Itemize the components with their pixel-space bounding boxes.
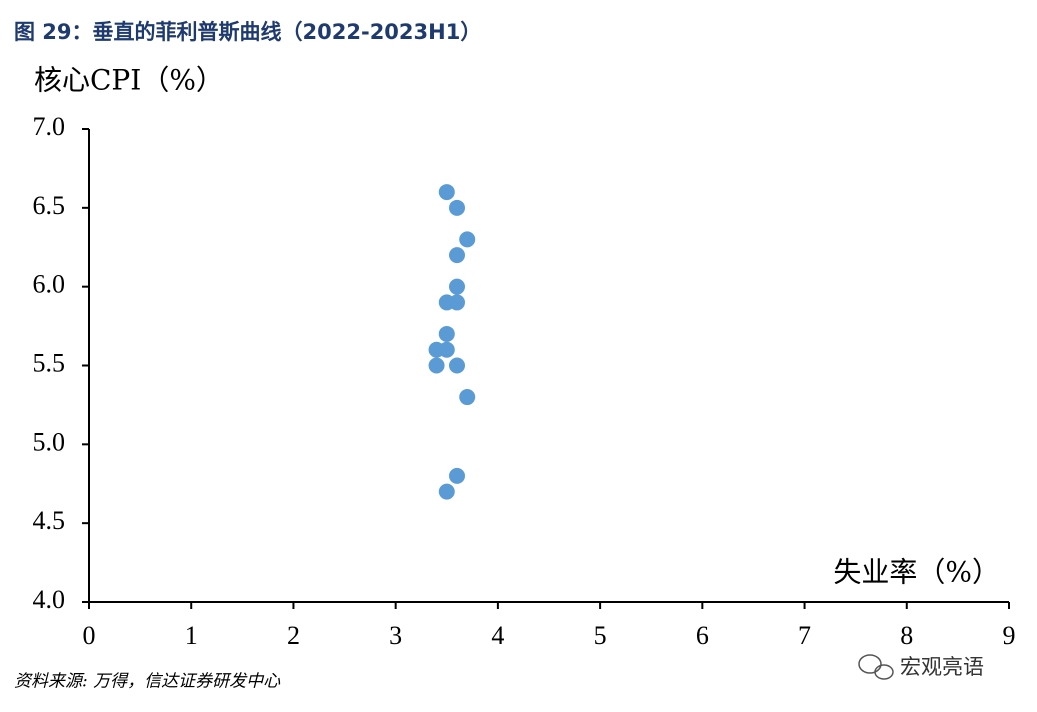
point — [449, 278, 465, 295]
point — [449, 467, 465, 484]
x-tick-label: 7 — [798, 621, 811, 650]
y-tick-label: 4.5 — [33, 506, 66, 535]
point — [459, 231, 476, 248]
point — [438, 184, 455, 201]
x-tick-label: 2 — [287, 621, 300, 650]
watermark: 宏观亮语 — [900, 655, 984, 679]
point — [438, 483, 455, 500]
x-tick-label: 8 — [900, 621, 913, 650]
y-tick-label: 7.0 — [33, 112, 66, 141]
point — [438, 325, 455, 342]
y-tick-label: 6.5 — [33, 191, 66, 220]
x-tick-label: 0 — [83, 621, 96, 650]
x-axis-title: 失业率（%） — [833, 556, 1000, 589]
point — [449, 357, 465, 374]
x-tick-label: 9 — [1003, 621, 1016, 650]
point — [449, 199, 465, 216]
x-tick-label: 6 — [696, 621, 709, 650]
y-tick-label: 5.0 — [33, 427, 66, 456]
point — [449, 294, 465, 311]
point — [449, 247, 465, 264]
x-tick-label: 3 — [389, 621, 402, 650]
y-tick-label: 5.5 — [33, 348, 66, 377]
y-axis-title: 核心CPI（%） — [34, 64, 224, 97]
watermark-icon — [858, 654, 894, 680]
x-tick-label: 4 — [491, 621, 504, 650]
x-tick-label: 1 — [185, 621, 198, 650]
chart-title: 图 29：垂直的菲利普斯曲线（2022-2023H1） — [14, 20, 481, 44]
y-tick-label: 6.0 — [33, 270, 66, 299]
y-tick-label: 4.0 — [33, 585, 66, 614]
point — [459, 389, 476, 406]
source: 资料来源: 万得，信达证券研发中心 — [14, 672, 281, 692]
point — [438, 341, 455, 358]
x-tick-label: 5 — [594, 621, 607, 650]
point — [428, 357, 445, 374]
